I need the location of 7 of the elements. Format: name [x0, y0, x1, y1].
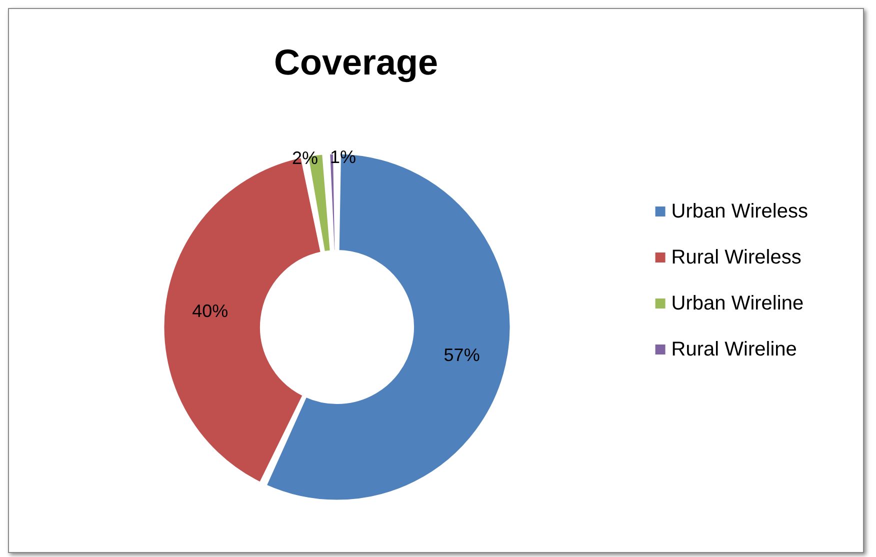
data-label: 57% [444, 344, 480, 365]
legend-label: Rural Wireless [671, 246, 802, 268]
legend-label: Urban Wireless [671, 200, 808, 222]
legend-label: Rural Wireline [671, 338, 797, 360]
chart-title: Coverage [274, 42, 438, 82]
data-label: 40% [192, 300, 228, 321]
legend-label: Urban Wireline [671, 292, 804, 314]
